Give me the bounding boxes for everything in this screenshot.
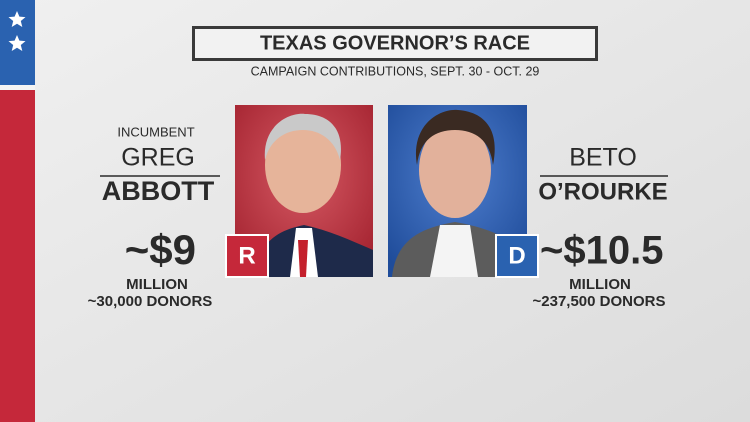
stars: [8, 11, 26, 51]
title-box: [192, 26, 598, 61]
party: R: [238, 242, 255, 269]
flag-red: [0, 90, 35, 422]
tie: [298, 240, 308, 277]
flag-white: [0, 85, 35, 90]
last-name: O’ROURKE: [538, 178, 667, 205]
first-name: GREG: [121, 144, 195, 172]
photo-orourke-face: [419, 122, 491, 218]
tag: INCUMBENT: [117, 124, 194, 139]
photo-abbott-face: [265, 117, 341, 213]
unit: MILLION: [126, 276, 188, 293]
unit: MILLION: [569, 276, 631, 293]
party-badge: [225, 234, 269, 278]
first-name: BETO: [569, 144, 637, 172]
hair: [264, 113, 341, 160]
party: D: [508, 242, 525, 269]
amount: ~$10.5: [540, 229, 663, 273]
title: TEXAS GOVERNOR’S RACE: [260, 32, 530, 54]
shirt: [430, 225, 478, 277]
party-badge: [495, 234, 539, 278]
donors: ~237,500 DONORS: [533, 293, 666, 310]
donors: ~30,000 DONORS: [88, 293, 213, 310]
last-name: ABBOTT: [102, 176, 215, 206]
amount: ~$9: [125, 226, 196, 273]
hair: [415, 109, 495, 165]
subtitle: CAMPAIGN CONTRIBUTIONS, SEPT. 30 - OCT. …: [251, 64, 540, 78]
